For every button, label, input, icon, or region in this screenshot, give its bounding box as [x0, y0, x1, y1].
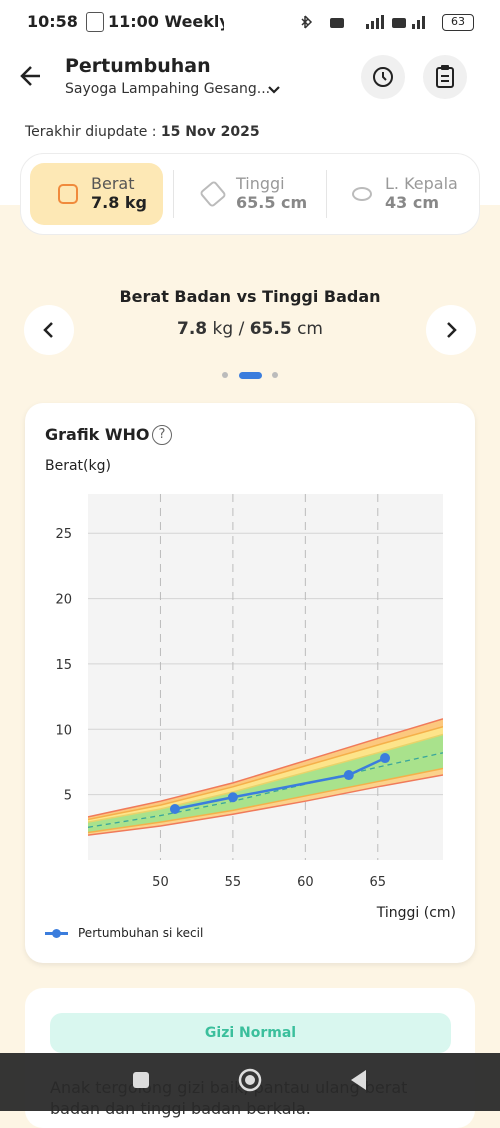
last-update-label: Terakhir diupdate : — [25, 124, 157, 140]
nav-back[interactable] — [351, 1070, 366, 1090]
legend-marker — [52, 929, 61, 938]
help-icon[interactable]: ? — [152, 425, 172, 445]
x-tick-label: 65 — [370, 875, 387, 890]
nav-home[interactable] — [238, 1068, 262, 1092]
nav-bar — [0, 1053, 500, 1111]
nav-home-dot — [245, 1075, 255, 1085]
tab-icon — [58, 184, 78, 204]
tab[interactable]: Berat 7.8 kg — [91, 174, 147, 212]
status-icons — [300, 14, 435, 30]
reference-zone — [88, 734, 443, 828]
status-notification: 11:00 Weekly Pl — [108, 12, 224, 31]
tab-label: Berat — [91, 174, 135, 193]
nav-recent[interactable] — [133, 1072, 149, 1088]
last-update-value: 15 Nov 2025 — [160, 124, 260, 140]
status-time: 10:58 — [27, 12, 78, 31]
page-dot-active — [239, 372, 262, 379]
battery: 63 — [442, 14, 474, 31]
reference-curve — [88, 774, 443, 836]
series-point — [227, 792, 238, 803]
tab-value: 43 cm — [385, 193, 439, 212]
y-tick-label: 15 — [55, 658, 72, 673]
reference-curve — [88, 718, 443, 818]
last-update: Terakhir diupdate : 15 Nov 2025 — [25, 124, 260, 140]
status-badge: Gizi Normal — [50, 1013, 451, 1053]
tab-label: L. Kepala — [385, 174, 458, 193]
reference-curve — [88, 725, 443, 821]
calendar-icon — [86, 12, 104, 32]
status-icons-svg — [301, 15, 425, 29]
prev-icon — [43, 322, 53, 338]
x-tick-label: 60 — [297, 875, 314, 890]
x-axis-label: Tinggi (cm) — [376, 905, 456, 921]
x-tick-label: 55 — [225, 875, 242, 890]
series-line — [174, 756, 386, 811]
tab[interactable]: L. Kepala 43 cm — [385, 174, 458, 212]
y-tick-label: 5 — [64, 789, 72, 804]
nav-icons — [133, 1068, 366, 1092]
y-axis-label: Berat(kg) — [45, 458, 111, 474]
chevron — [268, 86, 280, 94]
summary-title: Berat Badan vs Tinggi Badan — [119, 287, 381, 306]
tab-icon — [352, 187, 372, 201]
tab-value: 65.5 cm — [236, 193, 308, 212]
reference-zone — [88, 768, 443, 836]
history-icon — [373, 67, 393, 87]
dropdown-icon[interactable] — [266, 82, 282, 96]
header-title: Pertumbuhan — [65, 55, 211, 77]
y-tick-label: 10 — [55, 723, 72, 738]
tab-selected-bg — [30, 163, 163, 225]
tab[interactable]: Tinggi 65.5 cm — [236, 174, 307, 212]
next-button[interactable] — [426, 305, 476, 355]
series-point — [343, 770, 354, 781]
history-button[interactable] — [361, 55, 405, 99]
reference-curve — [88, 752, 443, 828]
back-button[interactable] — [18, 62, 46, 90]
separator: / — [238, 319, 245, 339]
series-point — [380, 753, 391, 764]
report-button[interactable] — [423, 55, 467, 99]
page-dot — [222, 372, 228, 378]
header-subtitle[interactable]: Sayoga Lampahing Gesang... — [65, 81, 271, 97]
reference-curve — [88, 733, 443, 823]
weight-unit: kg — [212, 319, 234, 339]
prev-button[interactable] — [24, 305, 74, 355]
chart: 5 10 15 20 25 50 55 60 65 — [55, 494, 443, 890]
y-tick-label: 25 — [55, 527, 72, 542]
tab-value: 7.8 kg — [91, 193, 148, 212]
back-icon — [20, 66, 40, 86]
chart-title: Grafik WHO — [45, 425, 150, 444]
legend-label: Pertumbuhan si kecil — [78, 926, 204, 940]
weight: 7.8 — [177, 319, 208, 339]
series-point — [169, 804, 180, 815]
tab-divider — [326, 170, 327, 218]
page-dot — [272, 372, 278, 378]
clipboard-icon — [436, 65, 454, 88]
tab-label: Tinggi — [236, 174, 285, 193]
summary-values: 7.8 kg / 65.5 cm — [0, 319, 500, 339]
y-tick-label: 20 — [55, 593, 72, 608]
height-unit: cm — [297, 319, 323, 339]
x-tick-label: 50 — [152, 875, 169, 890]
height: 65.5 — [249, 319, 292, 339]
reference-curve — [88, 767, 443, 834]
next-icon — [447, 322, 457, 338]
tab-divider — [173, 170, 174, 218]
